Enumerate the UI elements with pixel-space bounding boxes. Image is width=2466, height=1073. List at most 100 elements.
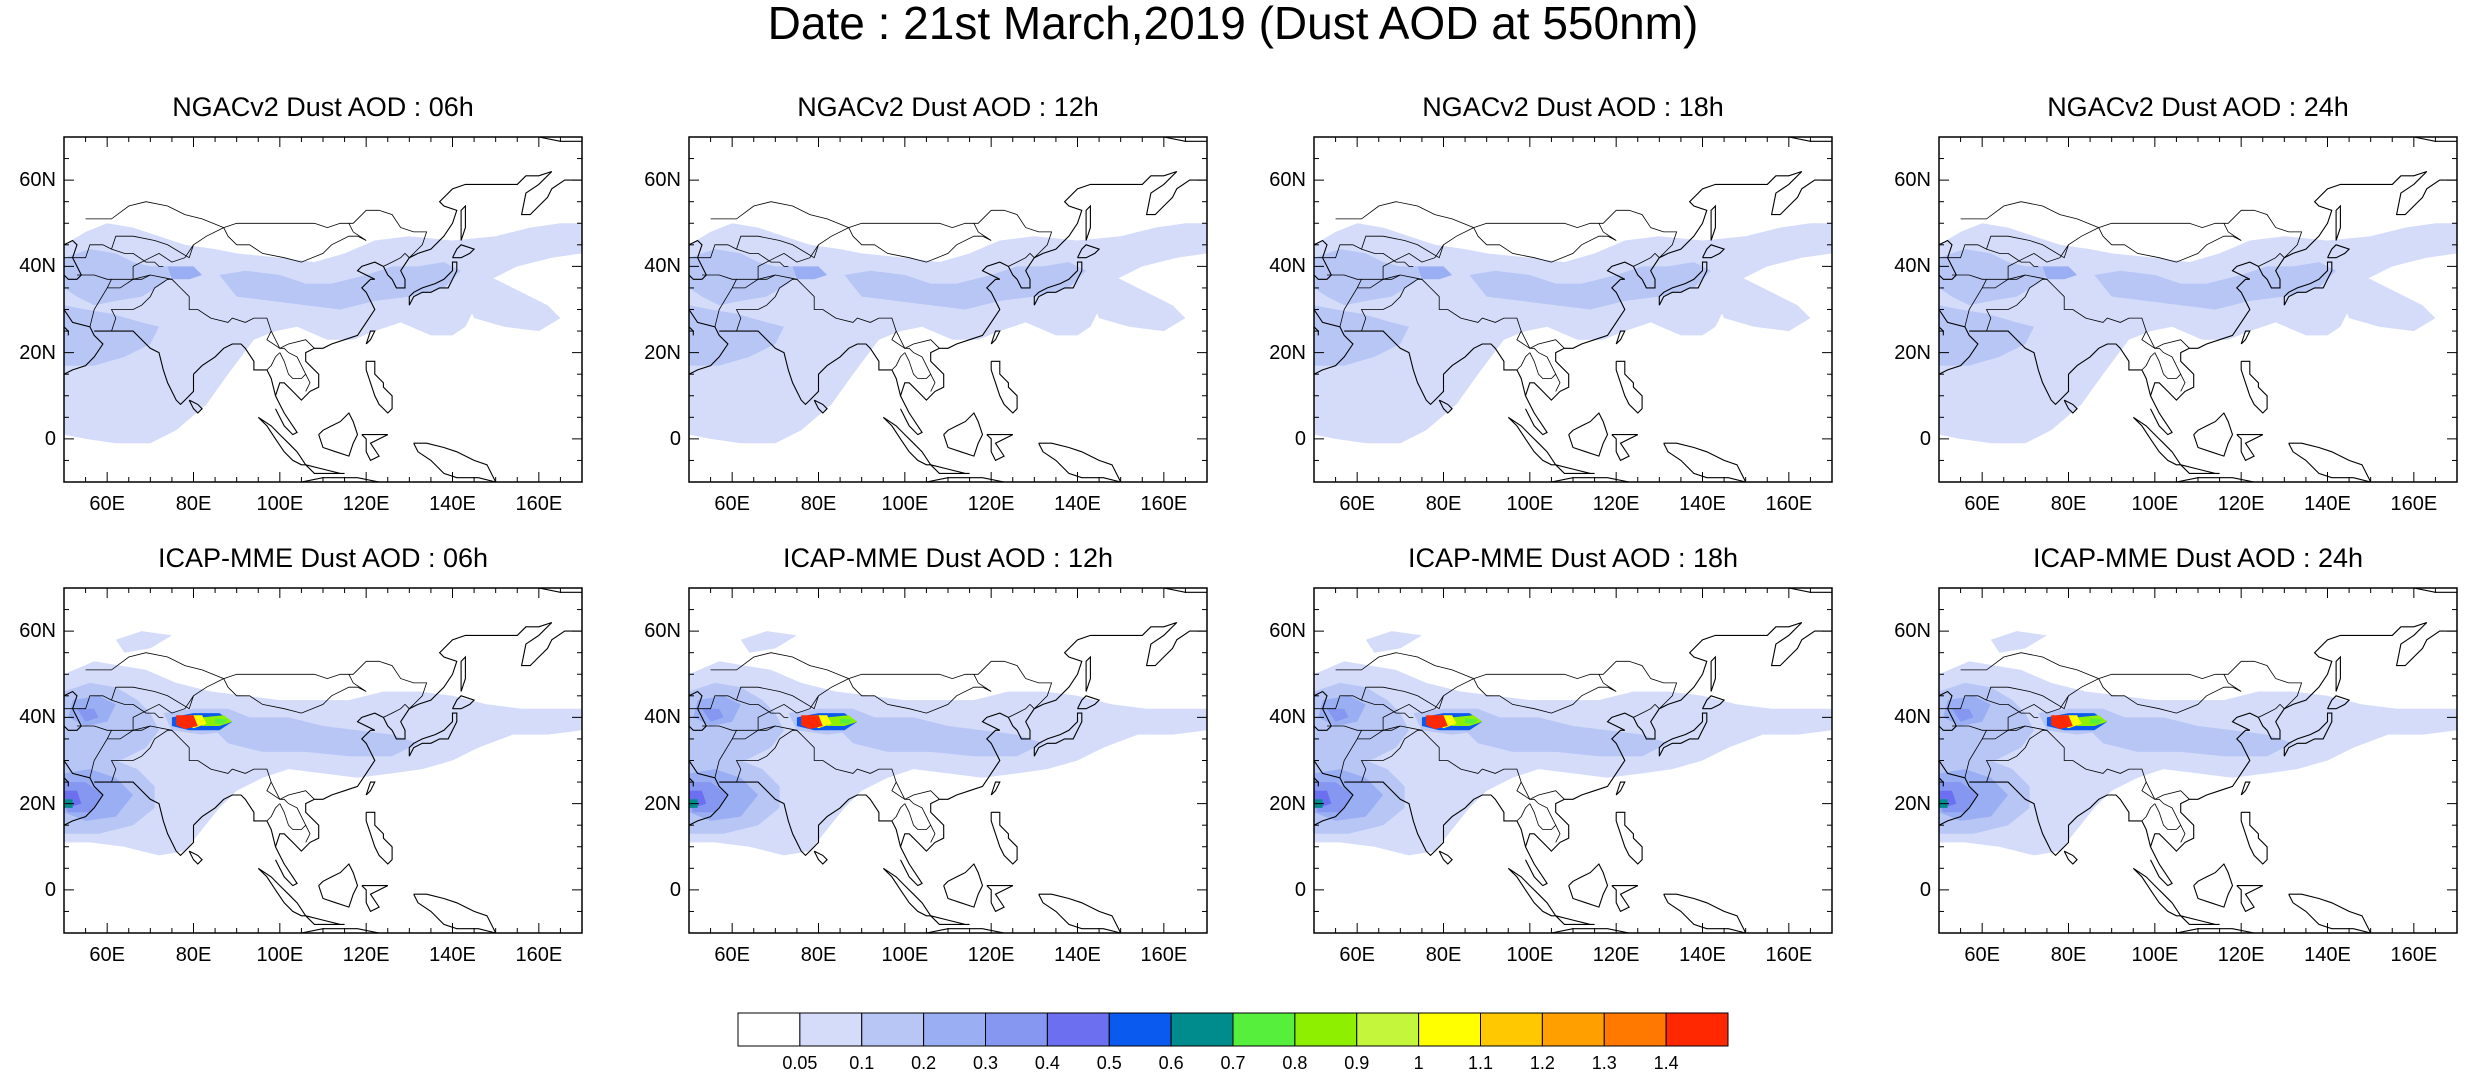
country-border — [1985, 278, 2047, 332]
dust-aod-map — [63, 587, 583, 934]
coastline — [318, 412, 359, 457]
country-border — [736, 235, 819, 259]
coastline — [408, 261, 458, 306]
colorbar-label: 1.3 — [1591, 1053, 1617, 1073]
coastline — [2063, 850, 2078, 865]
lat-tick-label: 60N — [19, 620, 56, 643]
country-border — [64, 244, 164, 267]
panel-title: ICAP-MME Dust AOD : 12h — [782, 543, 1114, 573]
coastline — [301, 477, 380, 482]
colorbar-swatch — [1294, 1012, 1358, 1047]
panel-title: NGACv2 Dust AOD : 24h — [2047, 92, 2349, 122]
colorbar-swatch — [1418, 1012, 1481, 1047]
coastline — [1658, 712, 1708, 757]
lon-tick-label: 60E — [714, 944, 750, 966]
lon-tick-label: 160E — [2390, 944, 2438, 966]
country-border — [736, 686, 819, 710]
coastline — [413, 442, 497, 482]
coastline — [361, 434, 389, 462]
country-border — [2141, 803, 2156, 822]
coastline — [1085, 204, 1091, 241]
dust-aod-region — [2090, 718, 2103, 724]
lon-tick-label: 100E — [881, 944, 929, 966]
coastline — [1702, 695, 1726, 710]
country-border — [1986, 235, 2069, 259]
coastline — [1314, 309, 1354, 375]
country-border — [2154, 352, 2181, 379]
dust-aod-map — [1938, 136, 2458, 483]
lat-tick-label: 0 — [1294, 878, 1306, 901]
coastline — [2327, 695, 2351, 710]
coastline — [882, 416, 932, 466]
dust-aod-region — [167, 266, 203, 280]
coastline — [926, 928, 1005, 933]
coastline — [188, 399, 203, 414]
lat-tick-label: 40N — [19, 706, 56, 729]
coastline — [1033, 712, 1083, 757]
lon-tick-label: 100E — [881, 493, 929, 515]
colorbar-swatch — [985, 1012, 1048, 1047]
country-border — [1964, 274, 2190, 349]
coastline — [689, 239, 707, 280]
coastline — [990, 360, 1018, 414]
colorbar-label: 0.8 — [1282, 1053, 1308, 1073]
lat-tick-label: 20N — [1269, 341, 1306, 364]
coastline — [1555, 915, 1595, 925]
coastline — [1438, 399, 1453, 414]
lon-tick-label: 80E — [175, 944, 212, 966]
lon-tick-label: 160E — [515, 493, 563, 515]
coastline — [899, 170, 1207, 401]
country-border — [710, 201, 849, 228]
coastline — [1551, 928, 1630, 933]
country-border — [735, 729, 797, 783]
coastline — [2284, 588, 2457, 593]
coastline — [2132, 867, 2182, 917]
panel-title: ICAP-MME Dust AOD : 06h — [157, 543, 489, 573]
lon-tick-label: 140E — [1054, 493, 1101, 515]
panel-title: NGACv2 Dust AOD : 12h — [797, 92, 1099, 122]
dust-aod-region — [452, 266, 561, 332]
colorbar-swatch — [1046, 1012, 1110, 1047]
coastline — [1969, 330, 2173, 436]
lon-tick-label: 80E — [1425, 944, 1462, 966]
coastline — [1615, 330, 1626, 345]
coastline — [990, 330, 1001, 345]
coastline — [413, 893, 497, 933]
coastline — [930, 915, 970, 925]
colorbar-label: 0.5 — [1096, 1053, 1122, 1073]
coastline — [64, 760, 104, 826]
coastline — [2149, 170, 2457, 401]
country-border — [1339, 274, 1565, 349]
coastline — [1939, 309, 1979, 375]
dust-aod-region — [1426, 715, 1448, 729]
country-border — [848, 674, 992, 714]
dust-aod-region — [1939, 305, 2034, 366]
dust-aod-region — [210, 717, 418, 757]
lon-tick-label: 120E — [1592, 944, 1640, 966]
dust-aod-region — [64, 249, 177, 306]
country-border — [904, 352, 931, 379]
lon-tick-label: 80E — [800, 944, 837, 966]
dust-aod-region — [1460, 717, 1668, 757]
lat-tick-label: 20N — [644, 341, 681, 364]
colorbar-swatch — [861, 1012, 925, 1047]
lon-tick-label: 80E — [800, 493, 837, 515]
coastline — [1555, 464, 1595, 474]
lat-tick-label: 20N — [644, 792, 681, 815]
lat-tick-label: 20N — [1894, 341, 1931, 364]
coastline — [2283, 712, 2333, 757]
country-border — [1529, 803, 1556, 830]
country-border — [1960, 652, 2099, 679]
country-border — [1008, 703, 1035, 718]
country-border — [1952, 274, 1987, 280]
coastline — [1939, 760, 1979, 826]
country-border — [1314, 695, 1414, 718]
country-border — [2145, 330, 2186, 392]
country-border — [895, 330, 936, 392]
coastline — [1034, 588, 1207, 593]
coastline — [1663, 893, 1747, 933]
panel-title: ICAP-MME Dust AOD : 24h — [2032, 543, 2364, 573]
coastline — [943, 412, 984, 457]
lon-tick-label: 160E — [1140, 493, 1188, 515]
